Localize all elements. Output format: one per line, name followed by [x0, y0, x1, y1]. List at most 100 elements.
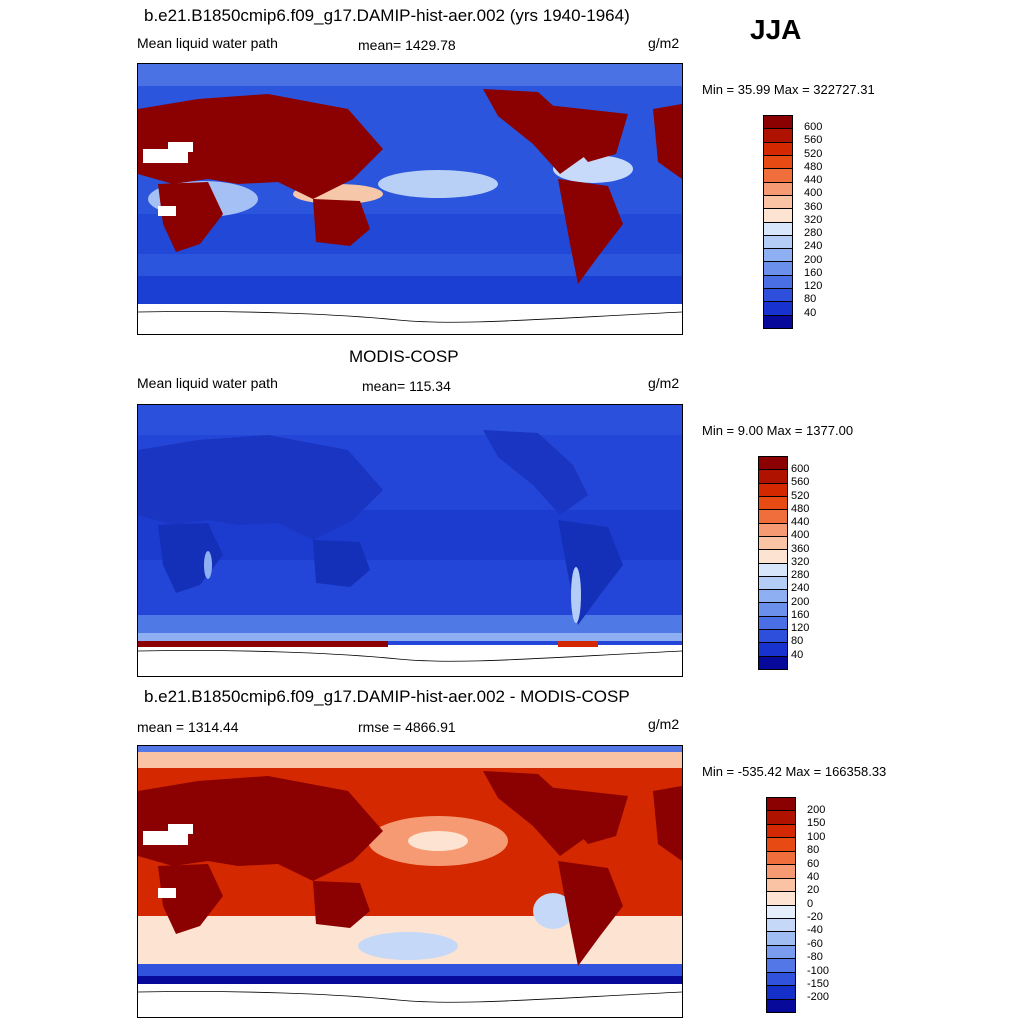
- panel3-minmax: Min = -535.42 Max = 166358.33: [702, 764, 887, 779]
- colorbar-cell: [759, 496, 787, 511]
- colorbar-cell: [764, 195, 792, 210]
- season-label: JJA: [750, 14, 802, 45]
- colorbar-cell: [759, 510, 787, 524]
- colorbar-tick-label: 520: [791, 489, 810, 502]
- colorbar-cell: [767, 851, 795, 866]
- colorbar-tick-label: 360: [791, 542, 810, 555]
- colorbar-cell: [764, 129, 792, 143]
- panel2-minmax: Min = 9.00 Max = 1377.00: [702, 423, 854, 438]
- colorbar-tick-label: 80: [807, 844, 820, 857]
- colorbar-cell: [767, 798, 795, 812]
- panel3-colorbar: [766, 797, 796, 1013]
- colorbar-cell: [759, 483, 787, 497]
- colorbar-cell: [759, 523, 787, 537]
- colorbar-cell: [764, 302, 792, 316]
- colorbar-cell: [759, 550, 787, 564]
- colorbar-cell: [764, 249, 792, 263]
- colorbar-tick-label: 100: [807, 830, 826, 843]
- colorbar-tick-label: -80: [807, 951, 823, 964]
- colorbar-tick-label: -40: [807, 924, 823, 937]
- colorbar-cell: [767, 865, 795, 879]
- colorbar-tick-label: 80: [791, 635, 804, 648]
- colorbar-cell: [767, 838, 795, 852]
- panel3-rmse-label: rmse = 4866.91: [358, 719, 456, 735]
- colorbar-tick-label: 150: [807, 817, 826, 830]
- colorbar-cell: [759, 656, 787, 669]
- colorbar-tick-label: 200: [791, 595, 810, 608]
- panel3-map: [137, 745, 683, 1018]
- colorbar-cell: [764, 262, 792, 276]
- colorbar-cell: [767, 878, 795, 893]
- colorbar-cell: [767, 945, 795, 960]
- colorbar-cell: [759, 590, 787, 604]
- colorbar-tick-label: -20: [807, 911, 823, 923]
- colorbar-tick-label: 240: [804, 240, 823, 253]
- colorbar-cell: [764, 289, 792, 303]
- colorbar-tick-label: 560: [804, 134, 823, 147]
- colorbar-cell: [767, 824, 795, 839]
- colorbar-tick-label: 360: [804, 200, 823, 213]
- colorbar-tick-label: 240: [791, 582, 810, 595]
- colorbar-tick-label: 160: [791, 608, 810, 621]
- panel1-mean-label: mean= 1429.78: [358, 37, 456, 53]
- panel2-variable-label: Mean liquid water path: [137, 375, 278, 391]
- panel1-minmax: Min = 35.99 Max = 322727.31: [702, 82, 875, 97]
- colorbar-tick-label: 520: [804, 147, 823, 160]
- panel2-map: [137, 404, 683, 677]
- colorbar-cell: [764, 222, 792, 236]
- panel3-mean-label: mean = 1314.44: [137, 719, 239, 735]
- colorbar-cell: [767, 892, 795, 906]
- panel2-colorbar: [758, 456, 788, 670]
- panel1-variable-label: Mean liquid water path: [137, 35, 278, 51]
- colorbar-cell: [759, 470, 787, 484]
- panel2-units-label: g/m2: [648, 375, 680, 391]
- colorbar-tick-label: 440: [804, 174, 823, 186]
- colorbar-tick-label: 40: [791, 648, 804, 661]
- colorbar-cell: [764, 209, 792, 223]
- colorbar-tick-label: 480: [791, 502, 810, 515]
- panel3-units-label: g/m2: [648, 716, 680, 732]
- colorbar-cell: [764, 235, 792, 250]
- panel2-colorbar-labels: 600 560 520 480 440 400 360 320 280 240 200 160 120 8…: [791, 463, 809, 662]
- colorbar-cell: [759, 630, 787, 644]
- colorbar-tick-label: 120: [804, 280, 823, 292]
- colorbar-tick-label: 20: [807, 884, 820, 897]
- colorbar-cell: [767, 918, 795, 933]
- colorbar-tick-label: 320: [804, 213, 823, 226]
- colorbar-tick-label: 0: [807, 897, 814, 910]
- colorbar-tick-label: 440: [791, 516, 810, 528]
- colorbar-cell: [767, 972, 795, 987]
- colorbar-cell: [767, 932, 795, 946]
- colorbar-tick-label: -100: [807, 964, 830, 977]
- panel1-map: [137, 63, 683, 335]
- colorbar-cell: [767, 811, 795, 825]
- panel1-title: b.e21.B1850cmip6.f09_g17.DAMIP-hist-aer.…: [144, 6, 630, 25]
- colorbar-tick-label: 200: [804, 253, 823, 266]
- colorbar-cell: [767, 986, 795, 1000]
- panel2-mean-label: mean= 115.34: [362, 378, 451, 394]
- colorbar-tick-label: 280: [804, 227, 823, 239]
- colorbar-cell: [759, 603, 787, 617]
- colorbar-tick-label: 400: [791, 529, 810, 542]
- colorbar-tick-label: 320: [791, 555, 810, 568]
- colorbar-tick-label: 480: [804, 160, 823, 173]
- colorbar-cell: [764, 182, 792, 196]
- colorbar-cell: [759, 536, 787, 551]
- colorbar-cell: [764, 155, 792, 170]
- colorbar-cell: [759, 643, 787, 657]
- colorbar-tick-label: 560: [791, 476, 810, 489]
- colorbar-cell: [759, 563, 787, 577]
- colorbar-tick-label: -150: [807, 977, 830, 990]
- colorbar-cell: [764, 275, 792, 290]
- colorbar-tick-label: 200: [807, 804, 826, 816]
- panel1-colorbar-labels: 600 560 520 480 440 400 360 320 280 240 200 160 120 8…: [804, 121, 822, 320]
- colorbar-tick-label: 600: [791, 463, 810, 475]
- colorbar-cell: [764, 169, 792, 183]
- colorbar-tick-label: -200: [807, 991, 830, 1004]
- colorbar-tick-label: 400: [804, 187, 823, 200]
- colorbar-tick-label: 120: [791, 622, 810, 634]
- panel3-colorbar-labels: 200 150 100 80 60 40 20 0 -20 -40 -60 -80 -100 -150 -2…: [807, 804, 829, 1005]
- colorbar-tick-label: -60: [807, 937, 823, 950]
- colorbar-tick-label: 40: [804, 306, 817, 319]
- colorbar-tick-label: 40: [807, 870, 820, 883]
